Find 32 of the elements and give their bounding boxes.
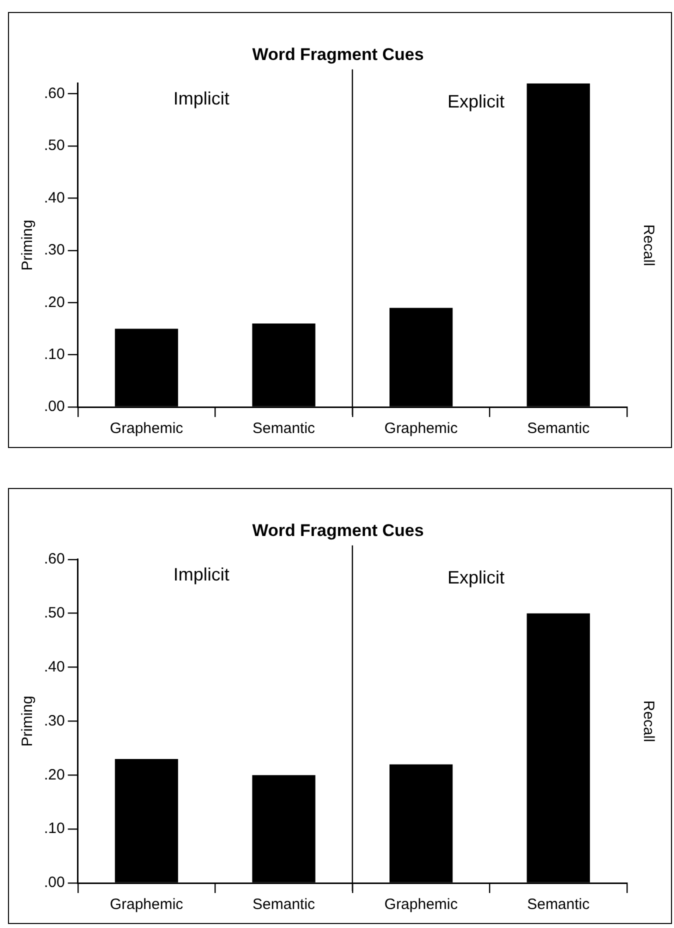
annotation: Explicit	[447, 91, 504, 112]
y-tick-label: .20	[44, 294, 65, 311]
y-tick-label: .20	[44, 766, 65, 784]
x-tick-label: Graphemic	[384, 896, 458, 914]
y2-axis-title: Recall	[640, 224, 657, 266]
x-tick-label: Graphemic	[110, 420, 184, 438]
annotation: Implicit	[173, 564, 230, 584]
y-tick-label: .10	[44, 820, 65, 838]
y-tick-label: .40	[44, 658, 65, 676]
x-tick-label: Semantic	[527, 896, 590, 914]
y-tick-label: .40	[44, 189, 65, 206]
y-tick-label: .00	[44, 398, 65, 416]
y-axis-title: Priming	[19, 220, 36, 271]
x-tick-label: Graphemic	[110, 896, 184, 914]
y-axis-title: Priming	[19, 696, 36, 747]
x-tick-label: Semantic	[252, 420, 316, 438]
annotation: Implicit	[173, 88, 230, 108]
chart-title: Word Fragment Cues	[252, 44, 424, 64]
annotation: Explicit	[447, 567, 504, 588]
y-tick-label: .50	[44, 137, 65, 154]
y-tick-label: .50	[44, 604, 65, 622]
x-tick-label: Semantic	[527, 420, 590, 438]
y2-axis-title: Recall	[640, 700, 657, 742]
x-tick-label: Semantic	[252, 896, 316, 914]
y-tick-label: .60	[44, 84, 65, 102]
y-tick-label: .10	[44, 346, 65, 363]
x-tick-label: Graphemic	[384, 420, 458, 438]
y-tick-label: .60	[44, 550, 65, 568]
y-tick-label: .30	[44, 242, 65, 259]
y-tick-label: .00	[44, 874, 65, 892]
chart-title: Word Fragment Cues	[252, 520, 424, 540]
y-tick-label: .30	[44, 712, 65, 730]
